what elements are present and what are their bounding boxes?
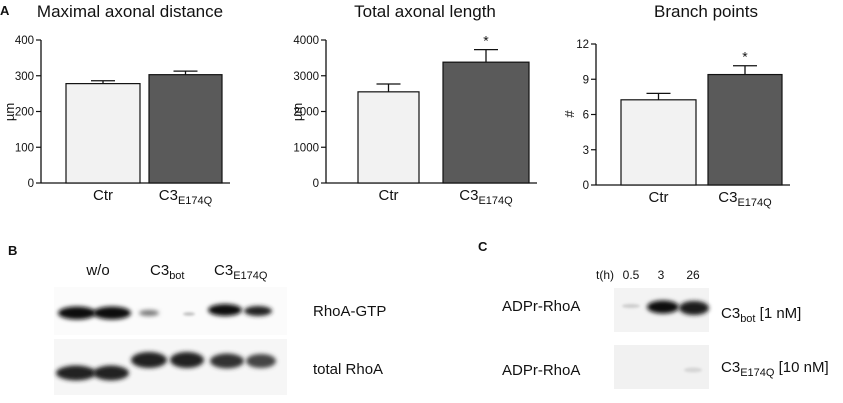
chart-maximal-axonal-distance: Maximal axonal distance µm 0 100 200 300 400… xyxy=(2,2,230,207)
row-label-adpr-rhoa: ADPr-RhoA xyxy=(502,362,580,379)
significance-marker: * xyxy=(742,49,748,65)
time-axis-label: t(h) xyxy=(596,268,614,282)
x-category-label: Ctr xyxy=(93,187,113,204)
chart-total-axonal-length: Total axonal length µm 0 1000 2000 3000 4000… xyxy=(290,2,537,207)
chart-title: Maximal axonal distance xyxy=(37,2,223,21)
x-category-label: Ctr xyxy=(379,187,399,204)
blot-strip-total-rhoa xyxy=(54,339,287,395)
panel-label-c: C xyxy=(478,239,488,254)
bar xyxy=(707,73,783,186)
band xyxy=(93,306,131,320)
row-label-total-rhoa: total RhoA xyxy=(313,361,383,378)
y-axis-label: µm xyxy=(2,103,17,121)
band xyxy=(622,304,640,308)
y-tick-label: 3000 xyxy=(293,71,319,83)
band xyxy=(210,353,244,369)
band xyxy=(58,306,96,320)
y-tick-label: 100 xyxy=(15,142,34,154)
row-label-rhoa-gtp: RhoA-GTP xyxy=(313,303,386,320)
time-label: 26 xyxy=(686,268,700,282)
band xyxy=(170,352,204,368)
chart-plot-area: 0 3 6 9 12 Ctr * C3E174Q xyxy=(576,39,790,209)
band xyxy=(131,352,167,368)
bar xyxy=(357,91,420,184)
band xyxy=(183,312,195,316)
y-tick-label: 12 xyxy=(576,39,589,51)
chart-title: Branch points xyxy=(654,2,758,21)
y-tick-label: 0 xyxy=(583,180,589,192)
lane-label-c3e174q: C3E174Q xyxy=(214,262,268,282)
chart-plot-area: 0 1000 2000 3000 4000 Ctr * C3E174Q xyxy=(293,33,537,207)
bar xyxy=(620,99,697,186)
y-axis-label: # xyxy=(562,110,577,118)
bands-c3bot xyxy=(622,300,709,315)
lane-label-c3bot: C3bot xyxy=(150,262,184,282)
y-tick-label: 6 xyxy=(583,110,589,122)
toxin-label-c3bot: C3bot [1 nM] xyxy=(721,305,801,325)
band xyxy=(679,301,709,315)
row-label-adpr-rhoa: ADPr-RhoA xyxy=(502,298,580,315)
y-tick-label: 400 xyxy=(15,35,34,47)
x-category-label: C3E174Q xyxy=(159,187,213,207)
y-tick-label: 1000 xyxy=(293,142,319,154)
time-label: 3 xyxy=(658,268,665,282)
lane-label-wo: w/o xyxy=(85,262,109,279)
x-category-label: Ctr xyxy=(649,189,669,206)
band xyxy=(208,304,242,316)
toxin-label-c3e174q: C3E174Q [10 nM] xyxy=(721,359,829,379)
bar xyxy=(65,83,141,184)
chart-title: Total axonal length xyxy=(354,2,496,21)
y-axis-label: µm xyxy=(290,103,305,121)
y-tick-label: 2000 xyxy=(293,107,319,119)
significance-marker: * xyxy=(483,33,489,49)
blot-b: w/o C3bot C3E174Q RhoA-GTP total RhoA xyxy=(54,262,386,395)
y-tick-label: 3 xyxy=(583,145,589,157)
bar xyxy=(148,74,223,184)
chart-branch-points: Branch points # 0 3 6 9 12 Ctr * C3E174Q xyxy=(562,2,790,209)
band xyxy=(244,306,272,316)
x-category-label: C3E174Q xyxy=(718,189,772,209)
y-tick-label: 9 xyxy=(583,74,589,86)
y-tick-label: 0 xyxy=(28,178,34,190)
band xyxy=(684,367,702,373)
band xyxy=(246,354,276,368)
bands-rhoa-gtp xyxy=(58,304,272,320)
band xyxy=(647,300,679,314)
y-tick-label: 4000 xyxy=(293,35,319,47)
panel-label-b: B xyxy=(8,243,17,258)
y-tick-label: 200 xyxy=(15,107,34,119)
chart-plot-area: 0 100 200 300 400 Ctr C3E174Q xyxy=(15,35,230,207)
band xyxy=(93,365,129,381)
panel-label-a: A xyxy=(0,3,10,18)
x-category-label: C3E174Q xyxy=(459,187,513,207)
y-tick-label: 0 xyxy=(313,178,319,190)
bar xyxy=(442,61,530,184)
band xyxy=(56,365,96,381)
time-label: 0.5 xyxy=(623,268,640,282)
blot-strip-c3e174q xyxy=(614,345,709,389)
band xyxy=(139,310,159,316)
bands-total-rhoa xyxy=(56,352,276,381)
y-tick-label: 300 xyxy=(15,71,34,83)
blot-c: t(h) 0.5 3 26 ADPr-RhoA C3bot [1 nM] ADP… xyxy=(502,268,829,389)
